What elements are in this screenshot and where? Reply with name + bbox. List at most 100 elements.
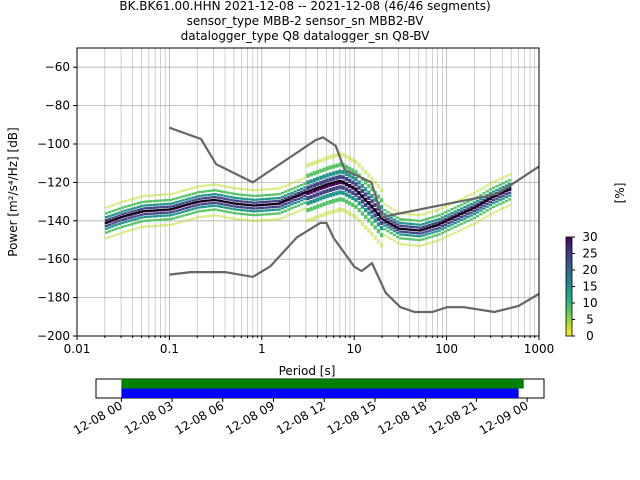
density-cell [479,213,483,216]
colorbar-swatch [566,294,572,297]
density-cell [357,201,361,206]
density-cell [504,193,509,196]
density-cell [303,197,307,201]
density-cell [319,186,323,191]
density-cell [111,234,115,238]
colorbar-swatch [566,265,572,268]
density-cell [149,206,153,210]
density-cell [386,217,390,220]
density-cell [136,205,141,209]
density-cell [303,176,307,180]
density-cell [405,218,409,221]
density-cell [168,211,173,214]
density-cell [495,200,499,203]
density-cell [194,216,198,220]
density-cell [232,196,237,199]
density-cell [399,242,403,246]
density-cell [479,197,483,201]
density-cell [287,189,291,192]
density-cell [309,189,313,194]
density-cell [140,207,144,211]
colorbar-swatch [566,307,572,311]
density-cell [370,232,374,237]
colorbar-swatch [566,274,572,278]
density-cell [312,198,317,203]
density-cell [456,220,461,223]
density-cell [293,190,297,193]
density-cell [152,212,157,215]
density-cell [117,201,121,205]
density-cell [328,187,333,193]
colorbar-swatch [566,261,572,264]
density-cell [376,217,381,222]
density-cell [300,203,304,206]
density-cell [415,238,419,242]
density-cell [488,207,493,210]
density-cell [124,224,128,228]
density-cell [200,205,205,209]
density-cell [120,218,125,222]
density-cell [319,203,323,208]
density-cell [293,201,297,205]
density-cell [223,210,227,213]
density-cell [498,198,502,202]
density-cell [274,208,278,211]
density-cell [476,220,480,224]
density-cell [472,191,477,195]
density-cell [316,214,320,220]
density-cell [223,185,227,188]
density-cell [226,216,230,219]
density-cell [165,198,169,202]
density-cell [312,160,317,165]
density-cell [172,210,176,213]
density-cell [210,214,214,217]
density-cell [312,178,317,183]
density-cell [335,163,339,168]
density-cell [114,215,118,218]
timeline-tick-label: 12-09 00 [477,398,531,437]
density-cell [216,189,221,193]
density-cell [232,186,237,190]
density-cell [165,218,169,221]
density-cell [421,234,425,237]
density-cell [264,200,269,203]
colorbar-swatch [566,255,572,258]
density-cell [242,188,246,191]
density-cell [188,187,192,191]
density-cell [140,195,144,198]
density-cell [360,166,365,171]
density-cell [444,211,448,214]
density-cell [130,222,134,226]
density-cell [130,228,134,232]
density-cell [264,197,269,201]
density-cell [252,198,256,201]
density-cell [255,188,259,192]
density-cell [156,199,160,202]
density-cell [485,199,489,203]
density-cell [437,220,441,224]
density-cell [360,199,365,204]
density-cell [508,198,512,201]
x-tick-label: 10 [347,342,362,356]
density-cell [172,222,176,226]
density-cell [210,204,214,208]
density-cell [124,199,128,203]
density-cell [408,218,413,222]
density-cell [453,206,457,209]
density-cell [344,192,349,197]
density-cell [405,231,409,234]
density-cell [485,190,489,193]
density-cell [367,211,371,216]
density-cell [428,241,432,245]
density-cell [252,201,256,204]
density-cell [133,209,137,212]
density-cell [447,203,451,207]
density-cell [373,225,377,230]
density-cell [226,204,230,207]
density-cell [255,194,259,198]
density-cell [328,155,333,160]
density-cell [335,186,339,191]
density-cell [210,189,214,192]
density-cell [498,187,502,190]
density-cell [341,197,345,202]
